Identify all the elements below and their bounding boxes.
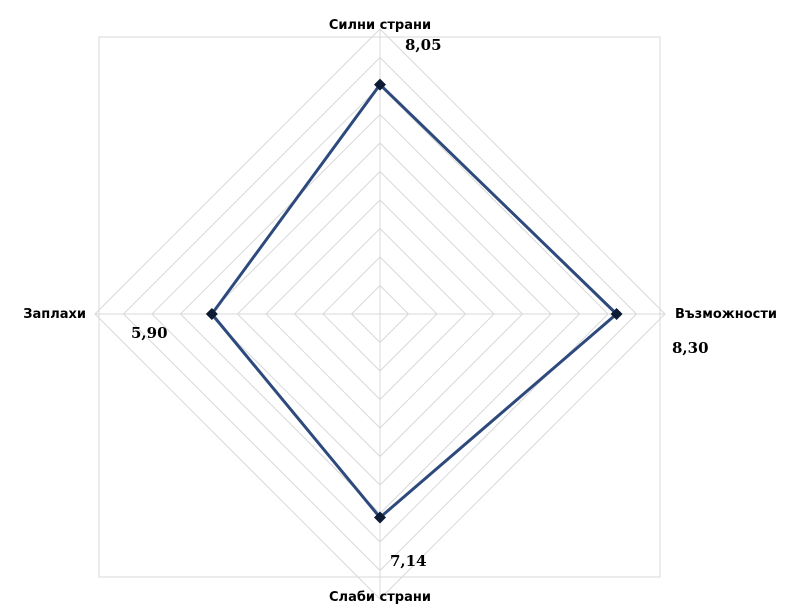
value-label-weaknesses: 7,14: [390, 552, 427, 570]
value-label-strengths: 8,05: [405, 36, 442, 54]
value-label-threats: 5,90: [131, 324, 168, 342]
axis-label-opportunities: Възможности: [675, 307, 777, 322]
data-point-opportunities: [610, 308, 623, 320]
axis-label-strengths: Силни страни: [329, 18, 431, 33]
value-label-opportunities: 8,30: [672, 339, 709, 357]
grid: [94, 28, 666, 600]
axis-label-weaknesses: Слаби страни: [329, 590, 431, 605]
axis-label-threats: Заплахи: [23, 307, 86, 322]
series: [205, 78, 623, 524]
data-point-threats: [205, 308, 218, 320]
series-line: [210, 83, 619, 519]
labels: Силни страни Възможности Слаби страни За…: [23, 18, 777, 605]
data-point-strengths: [374, 78, 386, 91]
data-point-weaknesses: [374, 511, 386, 524]
